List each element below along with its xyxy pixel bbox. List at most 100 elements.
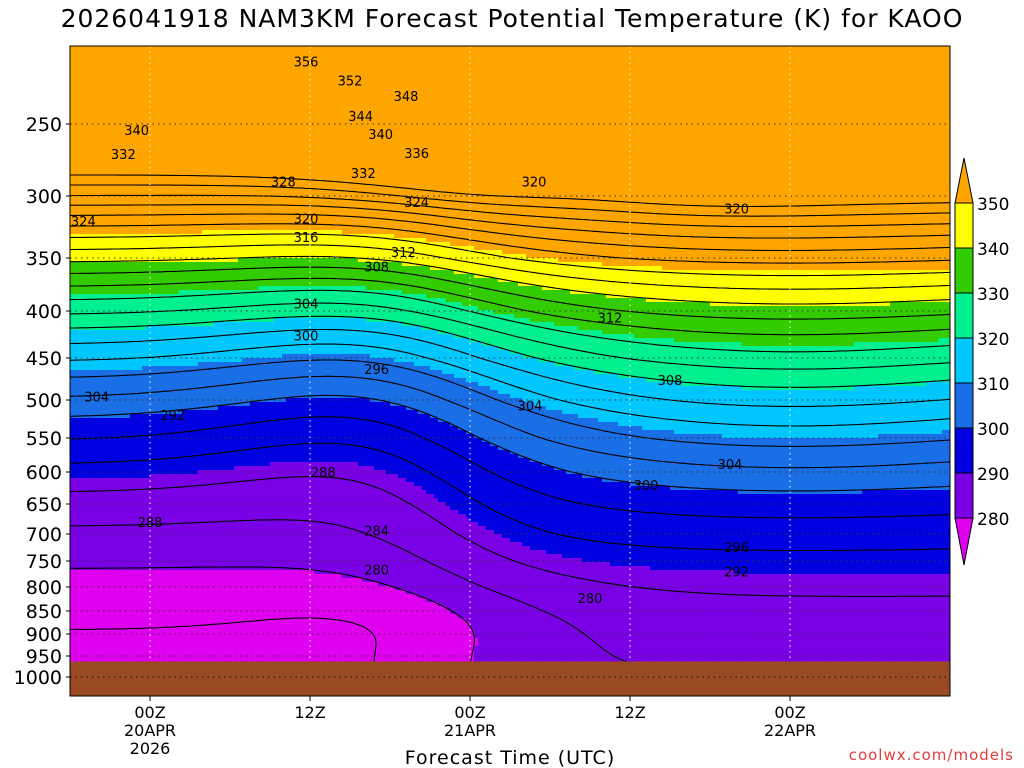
theta-band-cell	[70, 614, 459, 619]
theta-band-cell	[130, 414, 431, 419]
theta-band-cell	[70, 646, 475, 651]
theta-band-cell	[70, 574, 343, 579]
contour-line-308	[70, 359, 950, 447]
y-tick-label: 250	[26, 114, 62, 136]
contour-label: 288	[311, 466, 336, 481]
theta-band-cell	[510, 394, 950, 399]
theta-band-cell	[70, 606, 447, 611]
theta-band-cell	[342, 574, 950, 579]
theta-band-cell	[498, 346, 950, 351]
theta-band-cell	[474, 654, 950, 659]
theta-band-cell	[70, 334, 455, 339]
theta-band-cell	[634, 334, 950, 339]
contour-lines	[70, 174, 950, 675]
contour-line-336	[70, 266, 950, 320]
theta-band-cell	[70, 106, 950, 111]
contour-line-304	[70, 375, 950, 469]
contour-line-292	[70, 442, 950, 552]
colorbar-segment	[954, 247, 974, 294]
x-tick-label: 12Z	[294, 703, 325, 722]
theta-band-cell	[70, 482, 415, 487]
theta-band-cell	[450, 506, 950, 511]
theta-band-cell	[646, 378, 950, 383]
theta-band-cell	[378, 582, 950, 587]
contour-line-344	[70, 244, 950, 290]
theta-band-cell	[182, 410, 419, 415]
plot-frame	[69, 45, 951, 697]
theta-band-cell	[70, 626, 471, 631]
x-tick-date: 22APR	[764, 721, 816, 740]
theta-band-cell	[546, 406, 950, 411]
theta-band-cell	[70, 594, 419, 599]
theta-band-cell	[470, 518, 950, 523]
theta-band-cell	[530, 318, 950, 323]
theta-band-cell	[70, 290, 179, 295]
theta-band-cell	[218, 406, 407, 411]
theta-band-cell	[430, 266, 663, 271]
theta-band-cell	[70, 306, 479, 311]
colorbar-label: 320	[977, 330, 1009, 350]
theta-band-cell	[418, 594, 950, 599]
theta-band-cell	[510, 450, 950, 455]
contour-label: 320	[724, 202, 749, 217]
theta-band-cell	[450, 610, 950, 615]
theta-band-cell	[462, 302, 711, 307]
theta-band-cell	[426, 294, 607, 299]
theta-band-cell	[554, 362, 950, 367]
theta-band-cell	[70, 270, 455, 275]
theta-band-cell	[70, 66, 950, 71]
contour-line-364	[70, 194, 950, 228]
colorbar-segment	[954, 472, 974, 519]
theta-band-cell	[150, 474, 399, 479]
theta-band-cell	[70, 250, 503, 255]
theta-band-cell	[70, 490, 427, 495]
theta-band-cell	[578, 326, 950, 331]
theta-band-cell	[530, 546, 950, 551]
theta-band-cell	[70, 230, 203, 235]
theta-band-cell	[70, 206, 950, 211]
theta-band-cell	[862, 490, 950, 495]
theta-band-cell	[514, 314, 950, 319]
theta-band-cell	[314, 570, 735, 575]
theta-band-cell	[70, 366, 143, 371]
theta-band-cell	[594, 370, 950, 375]
theta-band-cell	[878, 434, 950, 439]
theta-band-cell	[582, 558, 950, 563]
contour-label: 320	[522, 176, 547, 191]
theta-band-cell	[422, 486, 671, 491]
theta-band-cell	[70, 54, 950, 59]
theta-band-cell	[70, 610, 451, 615]
contour-label: 300	[294, 329, 319, 344]
theta-band-cell	[70, 126, 950, 131]
theta-band-cell	[70, 338, 471, 343]
theta-band-cell	[630, 482, 950, 487]
contour-line-316	[70, 328, 950, 407]
theta-band-cell	[70, 510, 459, 515]
theta-band-cell	[70, 362, 199, 367]
theta-band-cell	[450, 422, 619, 427]
theta-band-cell	[70, 526, 487, 531]
contour-label: 312	[598, 312, 623, 327]
theta-band-cell	[70, 218, 950, 223]
y-tick-label: 900	[26, 624, 62, 646]
theta-band-cell	[214, 322, 403, 327]
contour-label: 328	[271, 176, 296, 191]
theta-band-cell	[70, 242, 451, 247]
theta-band-cell	[474, 246, 950, 251]
theta-band-cell	[518, 282, 950, 287]
colorbar-label: 350	[977, 195, 1009, 215]
theta-band-cell	[70, 174, 950, 179]
contour-label: 336	[404, 147, 429, 162]
theta-band-cell	[70, 438, 483, 443]
theta-band-cell	[70, 330, 439, 335]
theta-band-cell	[618, 374, 950, 379]
contour-label: 332	[351, 167, 376, 182]
colorbar-label: 300	[977, 420, 1009, 440]
theta-band-cell	[470, 338, 675, 343]
contour-label: 340	[368, 128, 393, 143]
x-tick-date: 21APR	[444, 721, 496, 740]
theta-band-cell	[926, 382, 950, 387]
theta-band-cell	[70, 410, 183, 415]
contour-label: 296	[724, 541, 749, 556]
